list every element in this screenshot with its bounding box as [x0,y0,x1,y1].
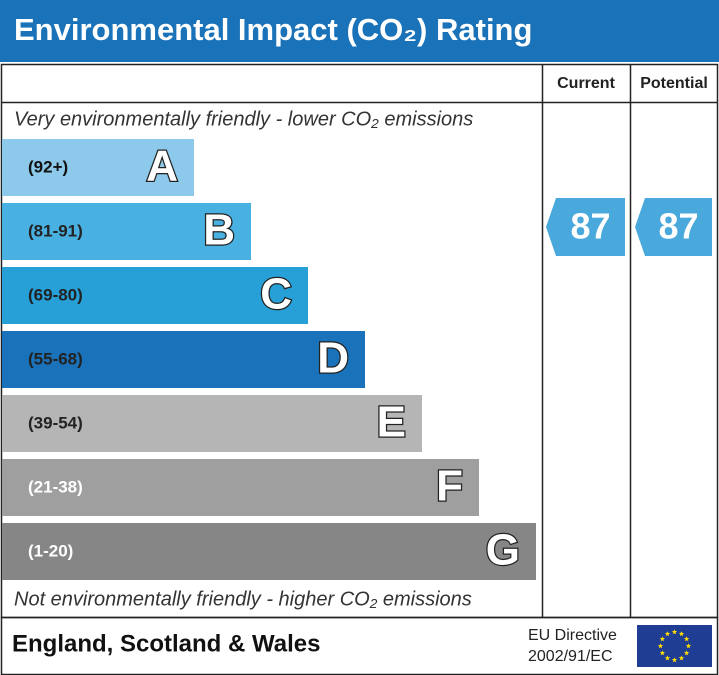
band-letter: F [436,462,463,511]
top-note: Very environmentally friendly - lower CO… [14,108,473,130]
column-header: Potential [640,75,708,92]
band-range: (69-80) [28,285,83,304]
band-bar [2,459,479,516]
column-header: Current [557,75,615,92]
band-range: (1-20) [28,541,73,560]
band-range: (21-38) [28,477,83,496]
directive: EU Directive [528,627,617,644]
band-range: (92+) [28,157,68,176]
band-bar [2,523,536,580]
rating-value: 87 [658,206,698,247]
star [685,643,692,649]
band-bar [2,267,308,324]
star [683,650,690,656]
band-letter: G [486,526,520,575]
band-range: (39-54) [28,413,83,432]
star [678,655,685,661]
bottom-note: Not environmentally friendly - higher CO… [14,588,472,610]
rating-arrow [635,198,712,256]
star [659,650,666,656]
band-bar [2,203,251,260]
rating-value: 87 [570,206,610,247]
star [664,631,671,637]
eu-stars [657,629,692,663]
star [664,655,671,661]
footer-region: England, Scotland & Wales [12,630,320,657]
star [678,631,685,637]
band-letter: A [146,142,178,191]
star [671,629,678,635]
title: Environmental Impact (CO₂) Rating [14,12,532,47]
band-range: (81-91) [28,221,83,240]
band-letter: B [203,206,235,255]
band-bar [2,331,365,388]
star [671,657,678,663]
star [657,643,664,649]
star [659,636,666,642]
title-bar [0,0,719,62]
band-range: (55-68) [28,349,83,368]
band-letter: D [317,334,349,383]
band-bar [2,139,194,196]
band-bar [2,395,422,452]
band-letter: C [260,270,292,319]
directive: 2002/91/EC [528,648,613,665]
star [683,636,690,642]
rating-arrow [546,198,625,256]
band-letter: E [377,398,406,447]
